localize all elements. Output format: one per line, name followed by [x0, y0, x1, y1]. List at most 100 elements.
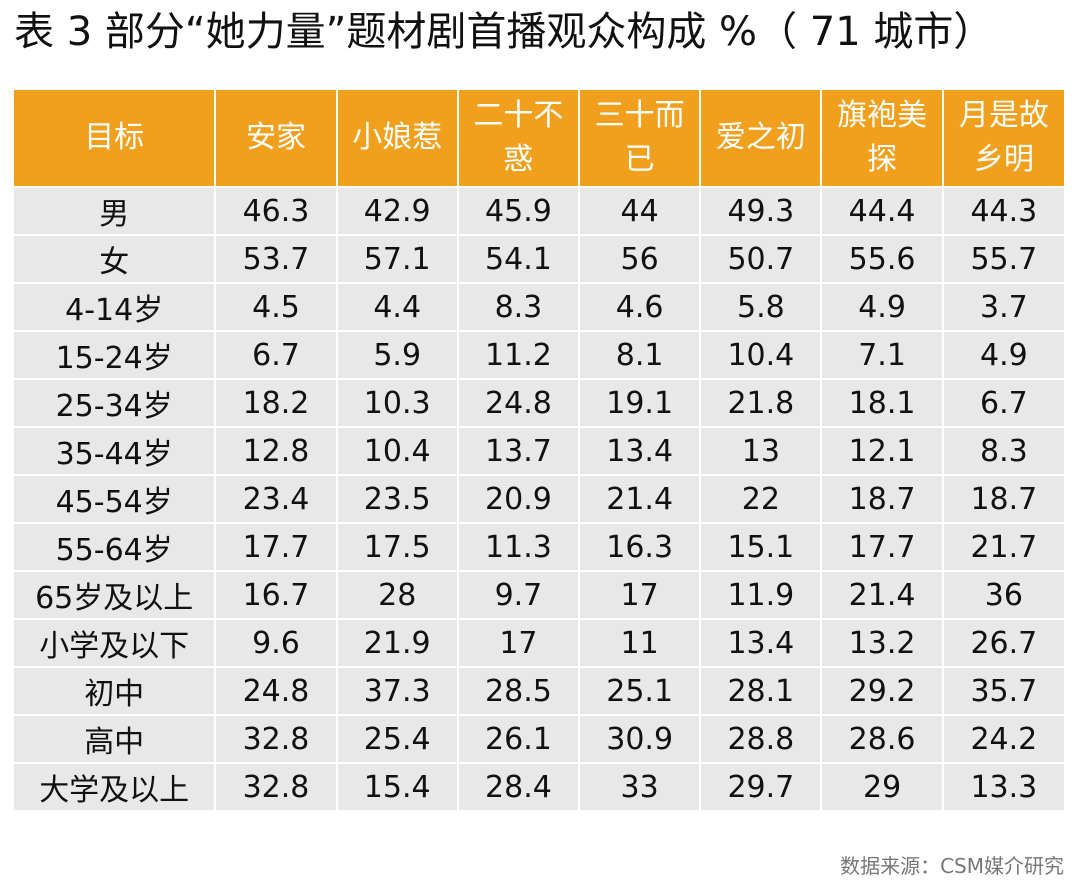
row-label-cell: 女: [14, 234, 216, 283]
value-cell: 6.7: [941, 378, 1064, 427]
row-label-cell: 65岁及以上: [14, 570, 216, 619]
value-cell: 16.7: [214, 570, 337, 619]
value-cell: 28.6: [820, 714, 943, 763]
value-cell: 35.7: [941, 666, 1064, 715]
value-cell: 18.2: [214, 378, 337, 427]
value-cell: 56: [578, 234, 701, 283]
value-cell: 22: [699, 474, 822, 523]
row-label-cell: 55-64岁: [14, 522, 216, 571]
value-cell: 13.7: [456, 426, 580, 475]
value-cell: 23.5: [335, 474, 458, 523]
row-label-cell: 男: [14, 186, 216, 235]
table-row: 25-34岁 18.2 10.3 24.8 19.1 21.8 18.1 6.7: [14, 378, 1064, 427]
value-cell: 20.9: [456, 474, 580, 523]
value-cell: 55.7: [941, 234, 1064, 283]
value-cell: 37.3: [335, 666, 458, 715]
table-header: 目标 安家 小娘惹 二十不惑 三十而已 爱之初 旗袍美探 月是故乡明: [14, 90, 1064, 187]
value-cell: 4.5: [214, 282, 337, 331]
value-cell: 45.9: [456, 186, 580, 235]
value-cell: 21.9: [335, 618, 458, 667]
header-cell-target: 目标: [14, 90, 216, 187]
value-cell: 28.1: [699, 666, 822, 715]
value-cell: 21.4: [578, 474, 701, 523]
value-cell: 30.9: [578, 714, 701, 763]
value-cell: 57.1: [335, 234, 458, 283]
value-cell: 8.1: [578, 330, 701, 379]
value-cell: 10.4: [699, 330, 822, 379]
value-cell: 44.3: [941, 186, 1064, 235]
value-cell: 11.2: [456, 330, 580, 379]
row-label-cell: 35-44岁: [14, 426, 216, 475]
value-cell: 29.2: [820, 666, 943, 715]
value-cell: 55.6: [820, 234, 943, 283]
value-cell: 42.9: [335, 186, 458, 235]
row-label-cell: 25-34岁: [14, 378, 216, 427]
value-cell: 24.2: [941, 714, 1064, 763]
value-cell: 29: [820, 762, 943, 810]
value-cell: 11.3: [456, 522, 580, 571]
table-row: 初中 24.8 37.3 28.5 25.1 28.1 29.2 35.7: [14, 666, 1064, 715]
table-row: 55-64岁 17.7 17.5 11.3 16.3 15.1 17.7 21.7: [14, 522, 1064, 571]
value-cell: 7.1: [820, 330, 943, 379]
header-cell-drama: 安家: [214, 90, 337, 187]
header-cell-drama: 三十而已: [578, 90, 701, 187]
value-cell: 8.3: [941, 426, 1064, 475]
value-cell: 50.7: [699, 234, 822, 283]
value-cell: 44: [578, 186, 701, 235]
row-label-cell: 45-54岁: [14, 474, 216, 523]
row-label-cell: 大学及以上: [14, 762, 216, 810]
value-cell: 21.4: [820, 570, 943, 619]
value-cell: 4.9: [820, 282, 943, 331]
value-cell: 15.4: [335, 762, 458, 810]
table-row: 小学及以下 9.6 21.9 17 11 13.4 13.2 26.7: [14, 618, 1064, 667]
value-cell: 4.9: [941, 330, 1064, 379]
value-cell: 32.8: [214, 714, 337, 763]
value-cell: 13.3: [941, 762, 1064, 810]
value-cell: 49.3: [699, 186, 822, 235]
row-label-cell: 初中: [14, 666, 216, 715]
value-cell: 25.4: [335, 714, 458, 763]
value-cell: 19.1: [578, 378, 701, 427]
value-cell: 3.7: [941, 282, 1064, 331]
value-cell: 13.4: [578, 426, 701, 475]
value-cell: 28.8: [699, 714, 822, 763]
value-cell: 17.7: [820, 522, 943, 571]
value-cell: 4.4: [335, 282, 458, 331]
value-cell: 24.8: [456, 378, 580, 427]
audience-table-container: 目标 安家 小娘惹 二十不惑 三十而已 爱之初 旗袍美探 月是故乡明 男 46.3 42.9 45.…: [14, 90, 1064, 810]
value-cell: 24.8: [214, 666, 337, 715]
value-cell: 26.7: [941, 618, 1064, 667]
row-label-cell: 4-14岁: [14, 282, 216, 331]
table-body: 男 46.3 42.9 45.9 44 49.3 44.4 44.3 女 53.7 57.1 54.1…: [14, 186, 1064, 810]
value-cell: 12.8: [214, 426, 337, 475]
value-cell: 25.1: [578, 666, 701, 715]
value-cell: 54.1: [456, 234, 580, 283]
value-cell: 8.3: [456, 282, 580, 331]
value-cell: 15.1: [699, 522, 822, 571]
value-cell: 53.7: [214, 234, 337, 283]
value-cell: 4.6: [578, 282, 701, 331]
header-cell-drama: 月是故乡明: [941, 90, 1064, 187]
value-cell: 17.5: [335, 522, 458, 571]
value-cell: 17: [456, 618, 580, 667]
value-cell: 10.4: [335, 426, 458, 475]
value-cell: 32.8: [214, 762, 337, 810]
value-cell: 28: [335, 570, 458, 619]
table-row: 45-54岁 23.4 23.5 20.9 21.4 22 18.7 18.7: [14, 474, 1064, 523]
value-cell: 13: [699, 426, 822, 475]
value-cell: 11.9: [699, 570, 822, 619]
table-row: 15-24岁 6.7 5.9 11.2 8.1 10.4 7.1 4.9: [14, 330, 1064, 379]
data-source-note: 数据来源：CSM媒介研究: [840, 854, 1064, 878]
value-cell: 26.1: [456, 714, 580, 763]
value-cell: 23.4: [214, 474, 337, 523]
table-row: 高中 32.8 25.4 26.1 30.9 28.8 28.6 24.2: [14, 714, 1064, 763]
table-row: 35-44岁 12.8 10.4 13.7 13.4 13 12.1 8.3: [14, 426, 1064, 475]
value-cell: 12.1: [820, 426, 943, 475]
value-cell: 17.7: [214, 522, 337, 571]
value-cell: 13.4: [699, 618, 822, 667]
value-cell: 21.7: [941, 522, 1064, 571]
header-cell-drama: 爱之初: [699, 90, 822, 187]
table-row: 大学及以上 32.8 15.4 28.4 33 29.7 29 13.3: [14, 762, 1064, 810]
value-cell: 6.7: [214, 330, 337, 379]
value-cell: 36: [941, 570, 1064, 619]
